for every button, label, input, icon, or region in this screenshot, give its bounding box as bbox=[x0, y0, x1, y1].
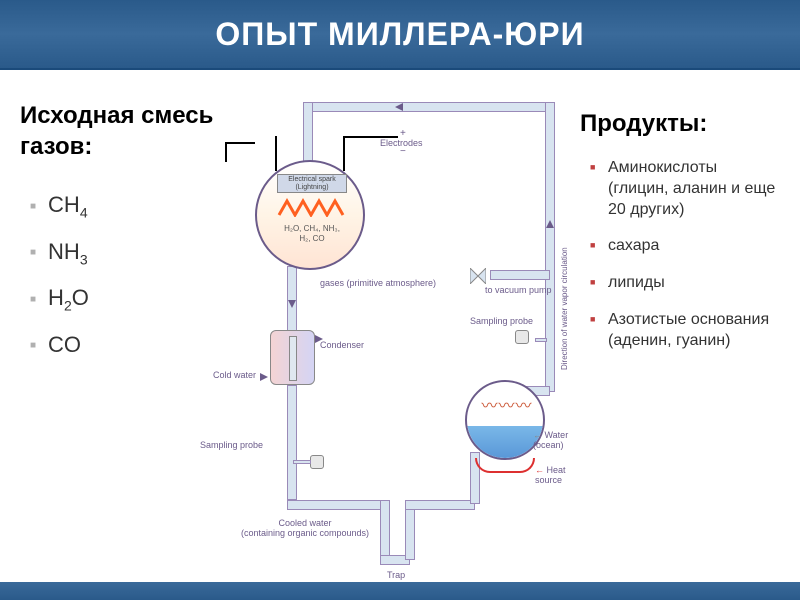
trap-label: Trap bbox=[387, 570, 405, 580]
condenser bbox=[270, 330, 315, 395]
probe-stem bbox=[293, 460, 311, 464]
minus-icon: − bbox=[400, 146, 406, 157]
heat-source bbox=[475, 458, 535, 473]
slide-header: ОПЫТ МИЛЛЕРА-ЮРИ bbox=[0, 0, 800, 70]
list-item: CH4 bbox=[30, 192, 220, 220]
right-column: Продукты: Аминокислоты (глицин, аланин и… bbox=[580, 110, 780, 368]
spark-flask: Electrical spark (Lightning) H₂O, CH₄, N… bbox=[255, 160, 365, 270]
tube-top bbox=[305, 102, 555, 112]
tube-condenser-down bbox=[287, 385, 297, 500]
flow-arrow-icon bbox=[395, 103, 403, 111]
condenser-inner-tube bbox=[289, 336, 297, 381]
cold-water-label: Cold water bbox=[213, 370, 256, 380]
sampling-probe-label-right: Sampling probe bbox=[470, 316, 533, 326]
tube-to-flask bbox=[405, 500, 475, 510]
cooled-water-label: Cooled water (containing organic compoun… bbox=[230, 518, 380, 538]
probe-stem bbox=[535, 338, 547, 342]
condenser-body bbox=[270, 330, 315, 385]
product-list: Аминокислоты (глицин, аланин и еще 20 др… bbox=[580, 158, 780, 352]
tube-bottom-left bbox=[287, 500, 387, 510]
left-column: Исходная смесь газов: CH4 NH3 H2O CO bbox=[20, 100, 220, 376]
condenser-label: Condenser bbox=[320, 340, 364, 350]
flask-body: Electrical spark (Lightning) H₂O, CH₄, N… bbox=[255, 160, 365, 270]
tube-right bbox=[545, 102, 555, 392]
tube-vacuum bbox=[490, 270, 550, 280]
vapor-icon: 〰〰〰 bbox=[477, 392, 537, 416]
plus-icon: + bbox=[400, 128, 406, 139]
spark-zigzag-icon bbox=[277, 197, 347, 217]
list-item: CO bbox=[30, 332, 220, 358]
tube-into-spark bbox=[303, 102, 313, 162]
gas-formula-text: H₂O, CH₄, NH₃, H₂, CO bbox=[282, 224, 342, 243]
list-item: Азотистые основания (аденин, гуанин) bbox=[590, 310, 780, 352]
direction-label: Direction of water vapor circulation bbox=[560, 210, 569, 370]
flow-arrow-icon bbox=[288, 300, 296, 308]
gases-heading: Исходная смесь газов: bbox=[20, 100, 220, 162]
footer-band bbox=[0, 582, 800, 600]
list-item: H2O bbox=[30, 285, 220, 313]
apparatus-diagram: Electrodes + − Electrical spark (Lightni… bbox=[215, 80, 585, 600]
heat-source-label: ← Heat source bbox=[535, 465, 585, 485]
slide-title: ОПЫТ МИЛЛЕРА-ЮРИ bbox=[215, 16, 584, 53]
sampling-probe-left bbox=[310, 455, 324, 469]
list-item: липиды bbox=[590, 273, 780, 294]
flow-arrow-icon bbox=[546, 220, 554, 228]
gas-list: CH4 NH3 H2O CO bbox=[20, 192, 220, 357]
tube-trap-down bbox=[380, 500, 390, 560]
gases-primitive-label: gases (primitive atmosphere) bbox=[320, 278, 436, 288]
electrode-wire bbox=[225, 142, 227, 162]
cold-water-arrow-icon bbox=[260, 373, 268, 381]
electrode-wire bbox=[225, 142, 255, 144]
water-fill bbox=[467, 426, 543, 458]
slide-content: Исходная смесь газов: CH4 NH3 H2O CO Про… bbox=[0, 70, 800, 600]
list-item: Аминокислоты (глицин, аланин и еще 20 др… bbox=[590, 158, 780, 220]
sampling-probe-right bbox=[515, 330, 529, 344]
list-item: сахара bbox=[590, 236, 780, 257]
sampling-probe-label: Sampling probe bbox=[200, 440, 263, 450]
list-item: NH3 bbox=[30, 239, 220, 267]
valve-icon bbox=[470, 268, 486, 284]
water-ocean-label: ← Water (ocean) bbox=[533, 430, 585, 450]
spark-label-box: Electrical spark (Lightning) bbox=[277, 174, 347, 193]
vacuum-label: to vacuum pump bbox=[485, 285, 552, 295]
products-heading: Продукты: bbox=[580, 110, 780, 138]
water-out-arrow-icon bbox=[315, 335, 323, 343]
